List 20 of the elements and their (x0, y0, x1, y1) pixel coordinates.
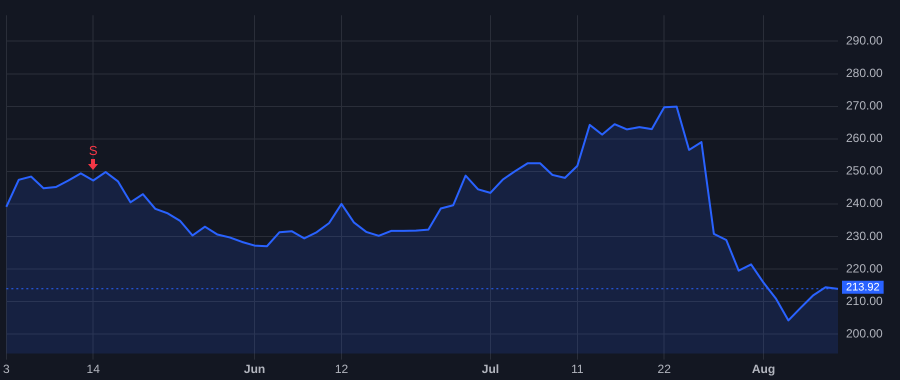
y-tick-label: 260.00 (846, 131, 884, 146)
y-tick-label: 230.00 (846, 228, 884, 243)
y-tick-label: 290.00 (846, 34, 884, 48)
x-tick-label: 11 (571, 362, 584, 376)
ref-line-label: 213.92 (846, 281, 880, 294)
annotation: S (88, 143, 98, 158)
x-tick-label: 22 (658, 362, 672, 376)
y-tick-label: 270.00 (846, 98, 884, 113)
x-tick-label: Aug (752, 362, 776, 376)
x-tick-label: 14 (86, 362, 100, 376)
y-tick-label: 280.00 (846, 66, 884, 80)
y-tick-label: 210.00 (846, 294, 884, 308)
y-tick-label: 200.00 (846, 326, 884, 340)
x-tick-label: 3 (2, 362, 10, 376)
x-tick-label: Jun (244, 362, 266, 376)
y-tick-label: 240.00 (846, 196, 884, 210)
y-tick-label: 250.00 (846, 164, 884, 178)
y-tick-label: 220.00 (846, 261, 884, 276)
x-tick-label: Jul (482, 362, 500, 376)
x-tick-label: 12 (334, 362, 348, 376)
